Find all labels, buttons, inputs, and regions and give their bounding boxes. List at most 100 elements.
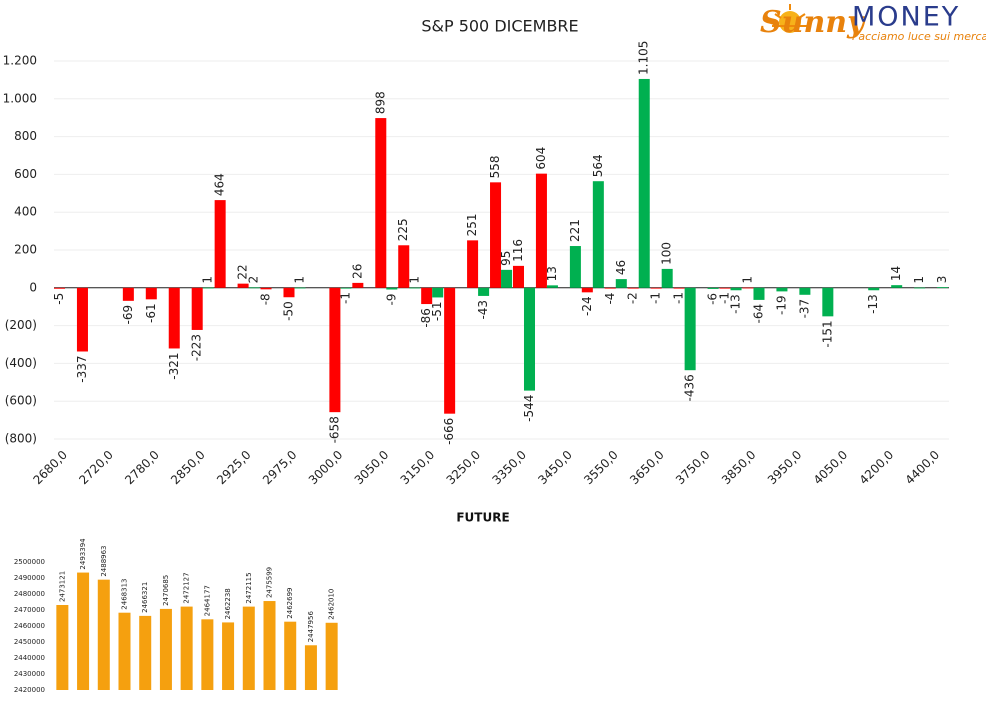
data-label: 2447956	[307, 611, 315, 643]
chart-title: FUTURE	[456, 511, 509, 525]
data-label: 1	[740, 276, 754, 284]
bar	[569, 246, 581, 288]
x-tick-label: 3550,0	[581, 448, 621, 488]
x-tick-label: 2850,0	[168, 448, 208, 488]
bar	[478, 287, 490, 296]
data-label: -4	[603, 293, 617, 305]
data-label: 95	[499, 251, 513, 266]
data-label: -6	[706, 293, 720, 305]
bar	[398, 245, 410, 288]
bar	[937, 287, 949, 289]
y-tick-label: 400	[14, 205, 37, 219]
bar	[822, 287, 834, 317]
x-tick-label: 2720,0	[76, 448, 116, 488]
bar	[638, 78, 650, 288]
data-label: -86	[419, 308, 433, 328]
bar	[222, 622, 235, 690]
data-label: 2462699	[286, 587, 294, 618]
bar	[263, 601, 276, 690]
data-label: -43	[476, 300, 490, 320]
data-label: -19	[774, 295, 788, 315]
x-tick-label: 3650,0	[627, 448, 667, 488]
bar	[145, 287, 157, 300]
chart-title: S&P 500 DICEMBRE	[421, 17, 578, 36]
data-label: -666	[442, 418, 456, 445]
bar	[490, 182, 502, 288]
data-label: -9	[384, 294, 398, 306]
data-label: -69	[121, 305, 135, 325]
data-label: 2473121	[58, 571, 66, 602]
bar	[753, 287, 765, 300]
bar	[340, 287, 352, 289]
data-label: 2493394	[79, 538, 87, 570]
data-label: -1	[338, 292, 352, 304]
bar	[283, 287, 295, 298]
bar	[214, 200, 226, 288]
bar	[421, 287, 433, 305]
y-tick-label: 2490000	[14, 574, 45, 582]
x-tick-label: 3250,0	[444, 448, 484, 488]
data-label: 2466321	[141, 582, 149, 613]
bar	[386, 287, 398, 290]
y-tick-label: (400)	[5, 356, 37, 370]
data-label: 898	[373, 91, 387, 114]
bar	[159, 608, 172, 690]
bar	[260, 287, 272, 290]
data-label: 1	[407, 276, 421, 284]
y-tick-label: (800)	[5, 432, 37, 446]
data-label: 1	[293, 276, 307, 284]
y-tick-label: 2430000	[14, 670, 45, 678]
logo-tagline: Facciamo luce sui mercati	[852, 30, 986, 43]
bar	[891, 285, 903, 288]
bar	[97, 579, 110, 690]
data-label: 564	[591, 154, 605, 177]
data-label: -64	[751, 304, 765, 324]
bar	[294, 287, 306, 289]
data-label: -658	[327, 416, 341, 443]
bar	[512, 265, 524, 288]
data-label: -2	[626, 292, 640, 304]
logo-brand: Sunny	[760, 5, 867, 40]
data-label: -24	[580, 296, 594, 316]
bar	[719, 287, 731, 289]
data-label: 2462238	[224, 588, 232, 619]
data-label: 1.105	[637, 41, 651, 75]
data-label: 251	[465, 213, 479, 236]
data-label: 2464177	[203, 585, 211, 616]
data-label: -37	[797, 299, 811, 319]
logo-rays	[772, 4, 808, 27]
bar	[615, 279, 627, 288]
bar	[375, 118, 387, 288]
bar	[325, 622, 338, 690]
data-label: 3	[935, 276, 949, 284]
data-label: -544	[522, 395, 536, 422]
bar	[201, 619, 214, 690]
bar	[592, 181, 604, 288]
bar	[168, 287, 180, 349]
data-label: 2475599	[266, 567, 274, 598]
bar	[467, 240, 479, 288]
bar	[776, 287, 788, 292]
data-label: 2488963	[100, 545, 108, 576]
data-label: 225	[396, 218, 410, 241]
data-label: -151	[820, 320, 834, 347]
bar	[868, 287, 880, 291]
data-label: 2	[247, 276, 261, 284]
x-tick-label: 3850,0	[719, 448, 759, 488]
bar	[202, 287, 214, 289]
data-label: -50	[281, 301, 295, 321]
bar	[242, 606, 255, 690]
y-tick-label: 0	[29, 280, 37, 294]
data-label: -61	[144, 303, 158, 323]
data-label: 14	[889, 266, 903, 281]
data-label: 221	[568, 219, 582, 242]
y-tick-label: (200)	[5, 318, 37, 332]
data-label: -13	[729, 294, 743, 314]
bar	[118, 612, 131, 690]
y-tick-label: 2460000	[14, 622, 45, 630]
data-label: -13	[866, 294, 880, 314]
bar	[799, 287, 811, 295]
data-label: 100	[660, 242, 674, 265]
bar	[432, 287, 444, 298]
